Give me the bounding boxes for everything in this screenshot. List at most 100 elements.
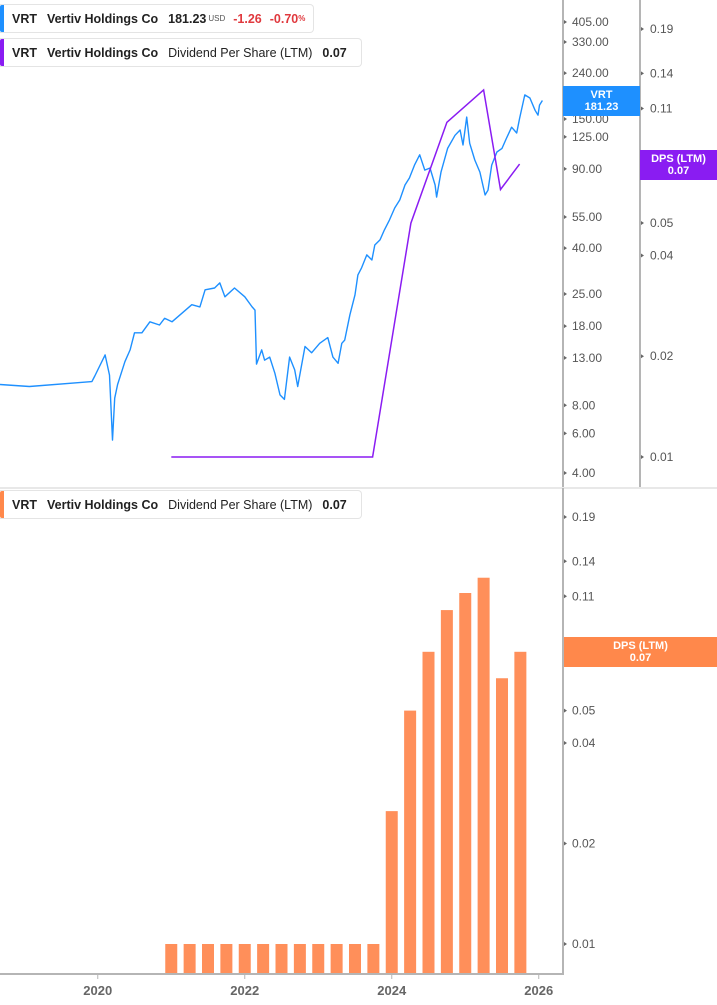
bar-y-tick-label: 0.14 [572,554,596,568]
legend-pct-sign: % [298,14,306,23]
dps-bar [459,593,472,973]
legend-price[interactable]: VRT Vertiv Holdings Co 181.23 USD -1.26 … [0,4,315,33]
legend-change-pct: -0.70 [269,11,299,26]
dps-tick-label: 0.05 [650,216,674,230]
dps-bar [422,651,435,973]
price-tick-mark [564,166,567,171]
price-badge-label: VRT [590,89,613,101]
price-tick-label: 405.00 [572,15,609,29]
dps-tick-label: 0.14 [650,66,674,80]
price-tick-mark [564,117,567,122]
legend-ticker: VRT [12,497,37,512]
dps-bottom-badge: DPS (LTM) 0.07 [564,637,717,667]
dps-bar [275,944,288,973]
dps-tick-mark [641,106,644,111]
dps-bottom-badge-value: 0.07 [629,652,652,664]
x-tick-label: 2024 [377,983,407,998]
legend-price-value: 181.23 [168,11,207,26]
legend-value: 0.07 [322,497,347,512]
dps-tick-label: 0.01 [650,450,674,464]
dps-bar [367,944,380,973]
price-tick-mark [564,431,567,436]
price-badge-value: 181.23 [584,101,619,113]
x-tick-label: 2026 [524,983,553,998]
price-tick-label: 240.00 [572,66,609,80]
bar-y-tick-mark [564,942,567,946]
legend-metric: Dividend Per Share (LTM) [168,497,313,512]
dps-bar [293,944,306,973]
dps-bar [202,944,215,973]
dps-tick-label: 0.11 [650,101,673,115]
dps-bar [385,811,398,973]
price-tick-mark [564,215,567,220]
bar-y-tick-mark [564,841,567,846]
bar-y-tick-mark [564,594,567,599]
bar-y-tick-label: 0.02 [572,836,596,850]
dps-tick-label: 0.04 [650,248,674,262]
dps-tick-mark [641,253,644,258]
x-tick-label: 2022 [230,983,259,998]
dps-bar [348,944,361,973]
dps-tick-label: 0.19 [650,22,674,36]
price-tick-label: 90.00 [572,162,602,176]
dps-tick-mark [641,71,644,76]
bar-y-tick-mark [564,515,567,519]
dps-bar [165,944,178,973]
legend-company: Vertiv Holdings Co [47,45,159,60]
dps-top-badge-label: DPS (LTM) [651,153,706,165]
bar-y-tick-label: 0.01 [572,937,596,951]
dps-tick-mark [641,221,644,226]
price-tick-mark [564,134,567,139]
bar-y-tick-label: 0.19 [572,510,596,524]
price-tick-mark [564,403,567,408]
price-tick-label: 40.00 [572,241,602,255]
bar-y-tick-mark [564,559,567,564]
dps-series-line [171,88,521,458]
dps-bar [238,944,251,973]
price-tick-label: 6.00 [572,426,596,440]
legend-ticker: VRT [12,11,37,26]
price-tick-label: 25.00 [572,287,602,301]
price-tick-label: 330.00 [572,35,609,49]
price-tick-label: 8.00 [572,398,596,412]
price-tick-label: 55.00 [572,210,602,224]
dps-bar [330,944,343,973]
legend-currency: USD [208,14,226,23]
bar-y-tick-mark [564,708,567,713]
legend-value: 0.07 [322,45,347,60]
price-tick-mark [564,292,567,297]
dps-bar [514,651,527,973]
price-tick-label: 4.00 [572,466,596,480]
dps-bar [477,577,490,973]
dps-tick-label: 0.02 [650,349,674,363]
dps-bar [183,944,196,973]
dps-tick-mark [641,455,644,459]
price-tick-mark [564,355,567,360]
legend-company: Vertiv Holdings Co [47,11,159,26]
price-tick-mark [564,324,567,329]
dps-bar [257,944,270,973]
price-tick-label: 13.00 [572,351,602,365]
legend-company: Vertiv Holdings Co [47,497,159,512]
dps-tick-mark [641,354,644,359]
legend-change: -1.26 [233,11,262,26]
dps-bottom-badge-label: DPS (LTM) [613,640,668,652]
bar-y-tick-label: 0.04 [572,736,596,750]
bar-y-tick-label: 0.05 [572,704,596,718]
bar-y-tick-mark [564,740,567,745]
price-series-line [0,94,543,441]
dps-bar [495,678,508,973]
legend-dps-top[interactable]: VRT Vertiv Holdings Co Dividend Per Shar… [0,38,362,67]
price-tick-mark [564,471,567,475]
legend-ticker: VRT [12,45,37,60]
x-tick-label: 2020 [83,983,112,998]
price-badge: VRT 181.23 [563,86,640,116]
legend-dps-bottom[interactable]: VRT Vertiv Holdings Co Dividend Per Shar… [0,490,362,519]
dps-bar [440,610,453,973]
legend-color-bar [0,39,4,66]
bar-y-tick-label: 0.11 [572,589,595,603]
price-tick-mark [564,40,567,45]
price-tick-mark [564,20,567,24]
dps-bar [220,944,233,973]
